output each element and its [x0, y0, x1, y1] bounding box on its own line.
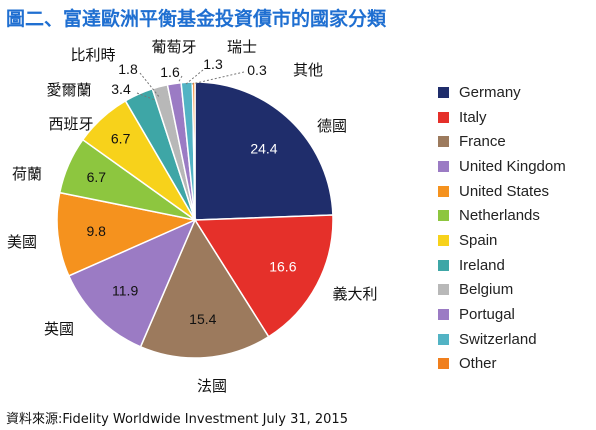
legend-label: France — [459, 133, 506, 151]
category-label: 德國 — [317, 117, 347, 135]
legend-swatch — [438, 160, 449, 172]
legend-item: United Kingdom — [438, 154, 566, 179]
data-label: 1.8 — [118, 61, 138, 77]
legend-item: France — [438, 129, 566, 154]
legend-item: Ireland — [438, 253, 566, 278]
leader-line — [139, 72, 161, 99]
pie-slice-germany — [194, 81, 334, 221]
legend-label: Switzerland — [459, 330, 537, 348]
legend-item: Switzerland — [438, 327, 566, 352]
legend-swatch — [438, 259, 449, 271]
legend-label: Belgium — [459, 281, 514, 299]
category-label: 荷蘭 — [12, 165, 42, 183]
category-label: 葡萄牙 — [151, 38, 196, 56]
legend-label: Other — [459, 355, 497, 373]
data-label: 11.9 — [112, 283, 138, 299]
legend-swatch — [438, 358, 449, 370]
legend-swatch — [438, 111, 449, 123]
legend-label: Netherlands — [459, 207, 540, 225]
legend-item: Portugal — [438, 302, 566, 327]
legend-swatch — [438, 284, 449, 296]
legend-swatch — [438, 309, 449, 321]
source-note: 資料來源:Fidelity Worldwide Investment July … — [6, 412, 348, 427]
category-label: 義大利 — [332, 285, 377, 303]
category-label: 瑞士 — [227, 38, 257, 56]
category-label: 英國 — [44, 320, 74, 338]
legend: Germany Italy France United Kingdom United S… — [438, 80, 566, 376]
pie-slice-other — [191, 81, 196, 221]
category-label: 法國 — [197, 377, 227, 395]
legend-label: Portugal — [459, 306, 515, 324]
legend-item: Belgium — [438, 278, 566, 303]
legend-item: Italy — [438, 105, 566, 130]
legend-label: United Kingdom — [459, 157, 566, 175]
data-label: 6.7 — [87, 169, 107, 185]
data-label: 16.6 — [269, 258, 296, 274]
category-label: 愛爾蘭 — [46, 81, 91, 99]
data-label: 6.7 — [111, 130, 131, 146]
legend-item: Spain — [438, 228, 566, 253]
leader-line — [191, 71, 245, 85]
pie-slice-italy — [193, 214, 334, 338]
data-label: 15.4 — [189, 311, 216, 327]
pie-slice-france — [139, 218, 270, 359]
chart-title: 圖二、富達歐洲平衡基金投資債市的國家分類 — [6, 8, 387, 30]
data-label: 9.8 — [86, 223, 106, 239]
legend-item: Germany — [438, 80, 566, 105]
legend-swatch — [438, 210, 449, 222]
legend-item: Netherlands — [438, 203, 566, 228]
data-label: 0.3 — [247, 62, 267, 78]
legend-label: Ireland — [459, 256, 505, 274]
leader-line — [177, 75, 183, 84]
category-label: 其他 — [293, 61, 323, 79]
legend-label: Spain — [459, 231, 498, 249]
data-label: 1.3 — [203, 56, 223, 72]
pie-slice-united-kingdom — [67, 218, 197, 348]
data-label: 1.6 — [160, 64, 180, 80]
legend-item: United States — [438, 179, 566, 204]
legend-label: Italy — [459, 108, 487, 126]
legend-swatch — [438, 185, 449, 197]
legend-swatch — [438, 234, 449, 246]
legend-swatch — [438, 136, 449, 148]
data-label: 24.4 — [250, 140, 277, 156]
legend-label: Germany — [459, 83, 521, 101]
category-label: 美國 — [7, 233, 37, 251]
category-label: 西班牙 — [48, 115, 93, 133]
legend-swatch — [438, 333, 449, 345]
data-label: 3.4 — [111, 81, 131, 97]
leader-line — [136, 92, 156, 101]
legend-label: United States — [459, 182, 550, 200]
category-label: 比利時 — [70, 46, 115, 64]
legend-swatch — [438, 86, 449, 98]
legend-item: Other — [438, 352, 566, 377]
